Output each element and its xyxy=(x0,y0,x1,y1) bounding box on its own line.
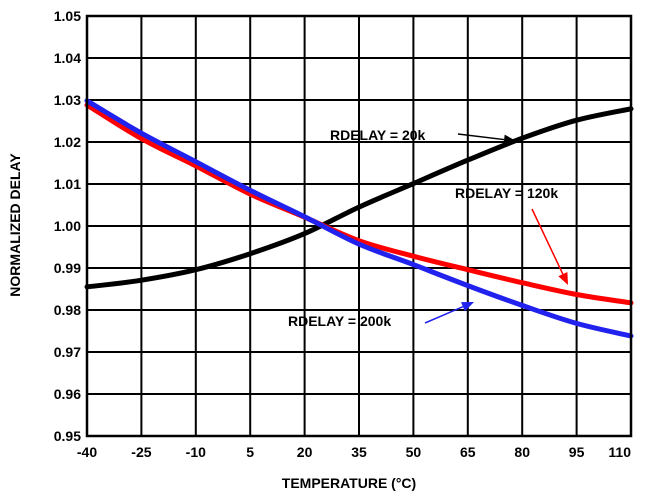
x-tick-label: 35 xyxy=(351,444,367,460)
y-tick-label: 1.05 xyxy=(54,8,81,24)
annotation-leader xyxy=(424,306,464,324)
annotation-0: RDELAY = 20k xyxy=(330,127,516,145)
x-axis-label: TEMPERATURE (°C) xyxy=(282,475,416,491)
x-tick-label: 65 xyxy=(460,444,476,460)
annotation-label: RDELAY = 200k xyxy=(288,313,391,329)
x-tick-label: 95 xyxy=(569,444,585,460)
x-tick-label: 80 xyxy=(514,444,530,460)
y-tick-label: 1.04 xyxy=(54,50,81,66)
y-tick-label: 0.95 xyxy=(54,428,81,444)
series-layer xyxy=(84,98,634,339)
y-tick-label: 1.02 xyxy=(54,134,81,150)
y-axis-label: NORMALIZED DELAY xyxy=(7,153,23,297)
plot-border xyxy=(85,14,633,438)
series-line-1 xyxy=(84,102,634,306)
x-tick-label: -25 xyxy=(131,444,151,460)
x-tick-label: 20 xyxy=(297,444,313,460)
y-tick-label: 0.99 xyxy=(54,260,81,276)
y-tick-label: 1.00 xyxy=(54,218,81,234)
plot-frame xyxy=(85,14,633,438)
annotations: RDELAY = 20k RDELAY = 120k RDELAY = 200k xyxy=(288,127,568,329)
x-tick-label: -10 xyxy=(186,444,206,460)
annotation-label: RDELAY = 20k xyxy=(330,127,426,143)
y-tick-label: 1.01 xyxy=(54,176,81,192)
annotation-arrowhead xyxy=(558,272,568,285)
x-tick-label: 50 xyxy=(406,444,422,460)
y-tick-label: 0.97 xyxy=(54,344,81,360)
y-tick-label: 1.03 xyxy=(54,92,81,108)
annotation-arrowhead xyxy=(503,134,516,145)
annotation-arrowhead xyxy=(461,302,474,312)
grid xyxy=(87,16,631,436)
series-line-2 xyxy=(84,98,634,339)
annotation-leader xyxy=(457,133,505,141)
x-tick-labels: -40 -25 -10 5 20 35 50 65 80 95 110 xyxy=(77,444,631,460)
x-tick-label: 110 xyxy=(608,444,631,460)
annotation-label: RDELAY = 120k xyxy=(455,185,558,201)
y-tick-label: 0.98 xyxy=(54,302,81,318)
annotation-leader xyxy=(531,208,564,275)
y-tick-label: 0.96 xyxy=(54,386,81,402)
x-tick-label: -40 xyxy=(77,444,97,460)
series-line-0 xyxy=(84,106,634,290)
annotation-1: RDELAY = 120k xyxy=(455,185,568,285)
annotation-2: RDELAY = 200k xyxy=(288,302,474,329)
x-tick-label: 5 xyxy=(246,444,254,460)
y-tick-labels: 0.95 0.96 0.97 0.98 0.99 1.00 1.01 1.02 1.03 1.04… xyxy=(54,8,81,444)
